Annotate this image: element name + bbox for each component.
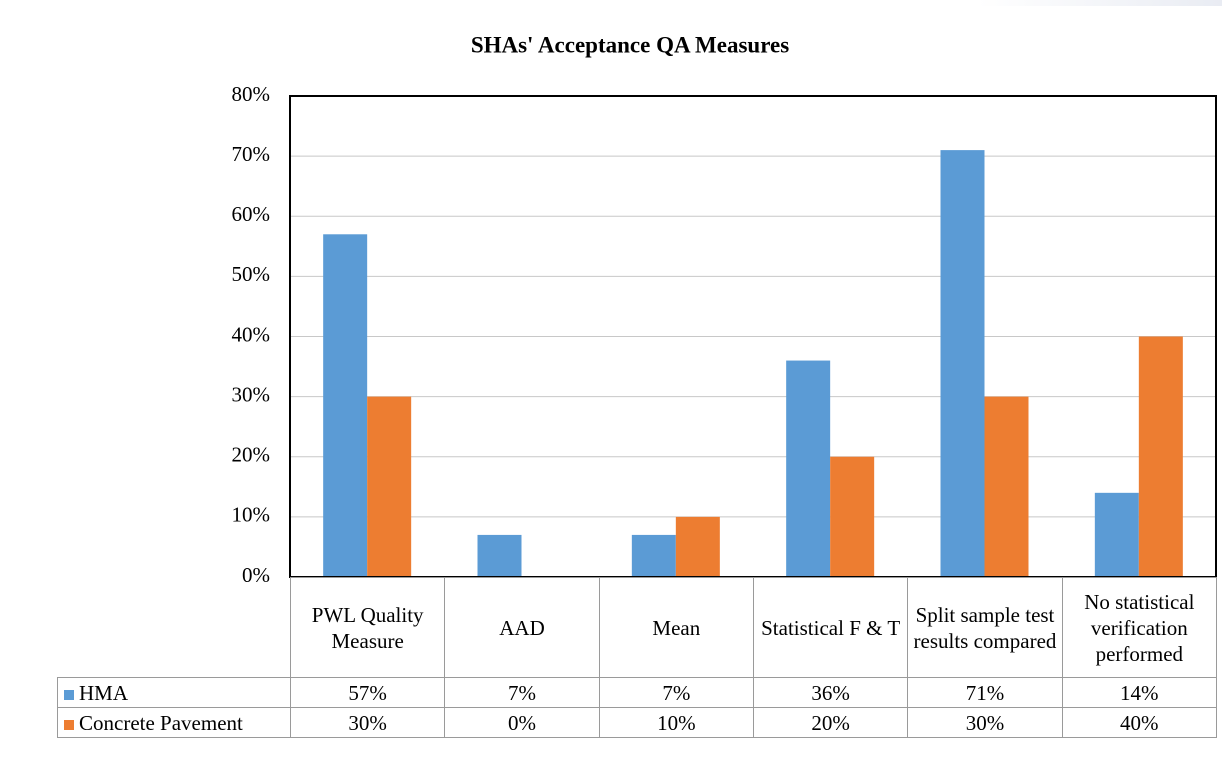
bar — [984, 396, 1029, 577]
blank-cell — [58, 578, 291, 678]
category-label: Mean — [598, 577, 754, 678]
value-label: 7% — [444, 677, 600, 708]
table-row: HMA 57% 7% 7% 36% 71% 14% — [57, 677, 1217, 708]
y-tick-label: 40% — [232, 322, 271, 346]
value-label: 14% — [1061, 677, 1217, 708]
value-label: 36% — [752, 677, 909, 708]
y-tick-label: 10% — [232, 503, 271, 527]
legend-entry: HMA — [57, 677, 291, 708]
y-tick-label: 80% — [232, 82, 271, 106]
bar — [1138, 336, 1183, 577]
legend-label: Concrete Pavement — [79, 710, 243, 735]
bar — [323, 234, 368, 577]
legend-swatch — [64, 719, 74, 730]
bar — [1094, 492, 1139, 577]
value-label: 71% — [907, 677, 1063, 708]
category-label: No statistical verification performed — [1061, 577, 1217, 678]
y-tick-label: 60% — [232, 202, 271, 226]
y-tick-label: 0% — [242, 563, 270, 587]
value-label: 10% — [598, 707, 754, 738]
category-label: Split sample test results compared — [907, 577, 1063, 678]
value-label: 0% — [444, 707, 600, 738]
table-row: PWL Quality Measure AAD Mean Statistical F … — [58, 577, 1217, 678]
bar — [830, 456, 875, 577]
y-tick-label: 20% — [232, 443, 271, 467]
table-row: Concrete Pavement 30% 0% 10% 20% 30% 40% — [57, 707, 1217, 738]
legend-entry: Concrete Pavement — [57, 707, 291, 738]
bar — [786, 360, 831, 577]
bar — [477, 534, 522, 577]
y-tick-label: 30% — [232, 382, 271, 406]
bar — [367, 396, 412, 577]
value-label: 20% — [752, 707, 909, 738]
value-label: 30% — [907, 707, 1063, 738]
bar — [631, 534, 676, 577]
value-label: 7% — [598, 677, 754, 708]
y-tick-label: 70% — [232, 142, 271, 166]
value-label: 40% — [1061, 707, 1217, 738]
value-label: 30% — [289, 707, 446, 738]
category-label: AAD — [444, 577, 600, 678]
legend-label: HMA — [79, 680, 129, 705]
value-label: 57% — [289, 677, 446, 708]
legend-swatch — [64, 689, 74, 700]
y-tick-label: 50% — [232, 262, 271, 286]
bar — [940, 150, 985, 578]
data-table: PWL Quality Measure AAD Mean Statistical F … — [57, 577, 1217, 738]
bar — [675, 516, 720, 577]
chart-title: SHAs' Acceptance QA Measures — [471, 32, 789, 57]
category-label: PWL Quality Measure — [289, 577, 446, 678]
category-label: Statistical F & T — [752, 577, 909, 678]
